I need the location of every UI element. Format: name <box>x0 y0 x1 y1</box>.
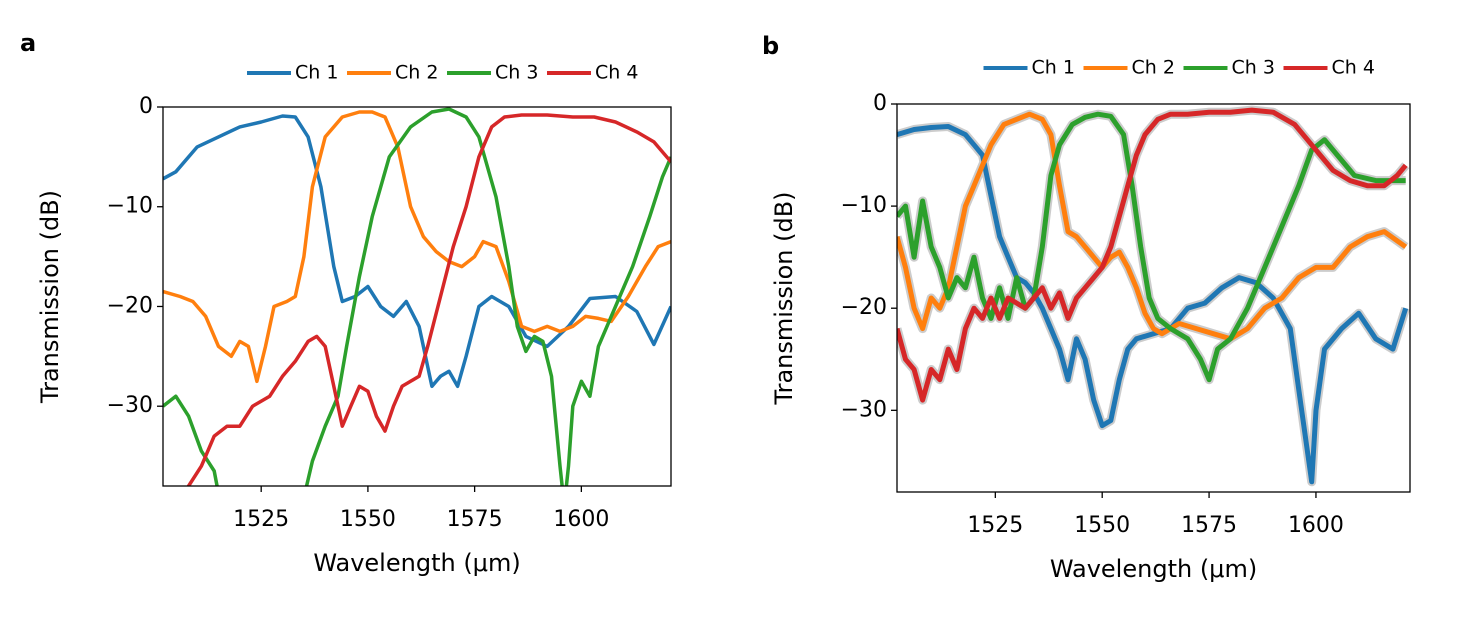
axes-frame <box>162 106 672 487</box>
y-tick-label: −10 <box>841 193 887 218</box>
x-tick-label: 1525 <box>233 507 289 532</box>
legend-label: Ch 3 <box>1232 57 1275 79</box>
panel-label: b <box>762 32 779 60</box>
panel-label: a <box>20 29 36 57</box>
y-tick-label: −10 <box>107 194 153 219</box>
legend-label: Ch 4 <box>595 62 638 84</box>
legend: Ch 1 Ch 2 Ch 3 Ch 4 <box>983 57 1375 79</box>
x-tick-label: 1600 <box>1288 513 1344 538</box>
y-tick-label: −30 <box>107 393 153 418</box>
x-tick-label: 1575 <box>447 507 503 532</box>
y-tick-label: −20 <box>841 295 887 320</box>
legend-label: Ch 4 <box>1332 57 1375 79</box>
x-tick-label: 1525 <box>967 513 1023 538</box>
legend-label: Ch 3 <box>495 62 538 84</box>
x-tick-label: 1600 <box>553 507 609 532</box>
series-line <box>186 113 671 486</box>
x-tick-label: 1550 <box>1074 513 1130 538</box>
series-line <box>163 110 671 384</box>
x-tick-label: 1550 <box>340 507 396 532</box>
axes-frame <box>896 103 1411 493</box>
legend: Ch 1 Ch 2 Ch 3 Ch 4 <box>247 62 638 84</box>
x-axis-label: Wavelength (μm) <box>313 549 520 577</box>
chart-panel: 1525 1550 1575 1600 0 −10 −20 −30 Wavelength (μm… <box>20 29 672 577</box>
chart-panel: 1525 1550 1575 1600 0 −10 −20 −30 Wavelength (μm… <box>762 32 1411 583</box>
series-line <box>897 111 1408 342</box>
y-axis-label: Transmission (dB) <box>770 191 798 405</box>
legend-label: Ch 2 <box>1132 57 1175 79</box>
plot <box>163 107 671 486</box>
y-tick-label: −30 <box>841 397 887 422</box>
legend-label: Ch 2 <box>395 62 438 84</box>
series-line <box>897 111 1406 383</box>
legend-label: Ch 1 <box>295 62 338 84</box>
legend-label: Ch 1 <box>1032 57 1075 79</box>
series-line <box>897 124 1409 485</box>
x-axis-label: Wavelength (μm) <box>1050 555 1257 583</box>
series-line <box>163 114 671 389</box>
series-line <box>163 107 671 486</box>
y-tick-label: 0 <box>139 94 153 119</box>
y-axis-label: Transmission (dB) <box>36 190 64 404</box>
plot <box>897 105 1410 487</box>
x-tick-label: 1575 <box>1181 513 1237 538</box>
series-line <box>897 107 1408 403</box>
y-tick-label: 0 <box>873 91 887 116</box>
y-tick-label: −20 <box>107 293 153 318</box>
